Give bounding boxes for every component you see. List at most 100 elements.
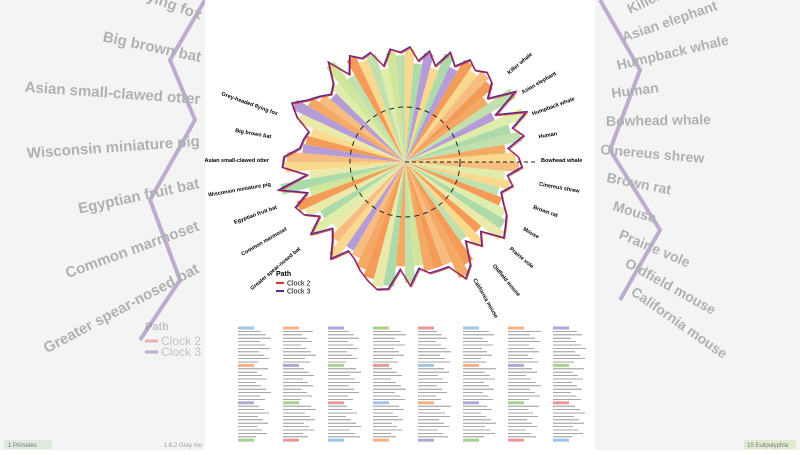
index-heading [508,401,524,405]
wedge [280,162,405,195]
index-heading [328,326,344,330]
wedge [405,162,468,242]
zoom-label: Bowhead whale [606,111,711,129]
wedge [372,162,405,288]
index-heading [463,401,479,405]
zoom-label: Human [610,79,659,101]
index-heading [283,326,299,330]
index-heading [373,401,389,405]
index-heading [418,363,434,367]
wedge [405,162,434,272]
footer-text: 1.6.2 Gray mo [164,443,203,449]
index-heading [508,438,524,442]
index-heading [553,326,569,330]
index-heading [553,401,569,405]
index-heading [463,363,479,367]
wedge [405,53,454,162]
wedge [328,162,405,260]
wedge [405,162,484,247]
species-label: Cinereus shrew [539,182,581,195]
wedge [310,128,405,162]
wedge [296,162,405,211]
legend-item: Clock 2 [287,281,310,288]
left-panel [0,0,205,450]
wedge [307,97,405,162]
species-label: Humpback whale [531,96,575,117]
wedge [405,131,522,162]
index-heading [373,438,389,442]
wedge [405,162,474,265]
wedge [405,96,488,162]
species-label: Oldfield mouse [491,264,521,298]
species-label: Prairie vole [508,246,535,270]
index-heading [373,363,389,367]
wedge [304,162,405,218]
wedge [298,113,405,162]
wedge [347,74,405,162]
wedge [405,162,505,180]
index-heading [283,401,299,405]
wedge [285,162,405,173]
species-label: Human [538,131,558,140]
species-label: Killer whale [507,52,534,76]
wedge [405,124,511,162]
wedge [395,55,405,162]
wedge [309,162,405,196]
dashed-ring [349,106,461,218]
index-heading [418,401,434,405]
wedge [346,56,405,162]
wedge [346,162,405,251]
legend: Path Clock 2 Clock 3 [276,271,310,296]
wedge [405,152,516,162]
species-label: Egyptian fruit bat [233,205,278,226]
index-heading [418,326,434,330]
legend-title: Path [145,321,169,333]
wedge [356,162,405,270]
faded-legend: Path Clock 2 Clock 3 [145,321,201,359]
wedge [383,162,405,287]
index-heading [508,326,524,330]
wedge [310,162,405,237]
clock-path [275,45,529,291]
index-heading [238,438,254,442]
wedge [405,162,424,266]
index-heading [418,438,434,442]
index-heading [463,326,479,330]
wedge [395,162,405,267]
wedge [405,162,520,172]
footer-text: 1 Primates [8,443,37,449]
wedge [405,162,507,218]
wedge [405,49,415,162]
species-label: Big brown bat [235,128,272,140]
wedge [302,144,405,162]
species-index [238,326,586,442]
species-label: Grey-headed flying fox [221,91,280,117]
species-label: Mouse [522,227,540,241]
legend-title: Path [276,271,291,278]
wedge [332,162,405,230]
index-heading [328,363,344,367]
legend-item: Clock 2 [161,334,201,348]
index-heading [373,326,389,330]
wedge [385,51,405,162]
legend-item: Clock 3 [287,289,310,296]
clock-path [278,47,529,291]
wedge [351,162,405,259]
legend-item: Clock 3 [161,345,201,359]
footer-box [4,440,52,449]
wedge [405,59,473,163]
wedge [380,68,405,162]
species-label: Bowhead whale [541,158,582,164]
wedge [286,151,405,162]
wedge [292,99,405,162]
wedge [320,162,405,219]
index-heading [283,438,299,442]
species-label: Wisconsin miniature pig [208,182,272,199]
right-panel [595,0,800,450]
index-heading [328,401,344,405]
wedge [405,162,482,233]
wedge [405,69,478,162]
wedge [405,112,495,162]
